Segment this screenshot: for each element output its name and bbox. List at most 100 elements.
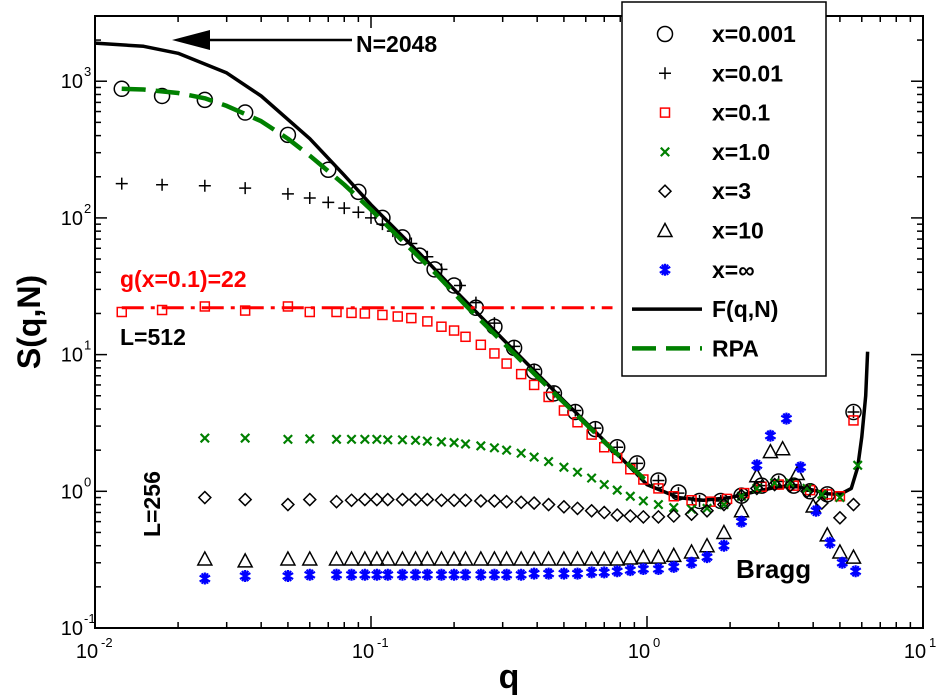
data-point	[345, 568, 358, 581]
legend-label: x=∞	[712, 257, 755, 283]
data-point	[636, 509, 651, 524]
data-point	[555, 550, 573, 566]
data-point	[571, 567, 584, 580]
data-point	[702, 503, 713, 514]
data-point	[849, 565, 862, 578]
data-point	[528, 567, 540, 580]
data-point	[845, 403, 862, 421]
data-point	[814, 496, 829, 511]
data-point	[434, 493, 449, 508]
data-point	[718, 539, 730, 552]
legend-swatch	[657, 184, 673, 199]
legend-item: x=1.0	[660, 139, 770, 165]
y-tick-label: 10	[61, 71, 83, 93]
data-point	[540, 550, 557, 566]
data-point	[304, 568, 316, 581]
data-point	[419, 550, 436, 566]
data-point	[834, 491, 846, 502]
data-point	[331, 434, 342, 445]
data-point	[458, 493, 473, 508]
legend-item: RPA	[632, 335, 759, 361]
data-point	[196, 550, 214, 566]
data-point	[445, 550, 463, 566]
g-value-label: g(x=0.1)=22	[120, 266, 247, 292]
data-point	[448, 325, 460, 336]
legend-item: x=0.1	[659, 100, 770, 126]
data-point	[282, 570, 294, 583]
data-point	[611, 565, 623, 578]
data-point	[197, 490, 212, 505]
data-point	[638, 474, 649, 485]
data-point	[608, 550, 626, 566]
data-point	[595, 550, 613, 566]
data-point	[836, 556, 849, 569]
legend-label: x=0.001	[712, 21, 796, 47]
data-point	[304, 306, 316, 318]
data-point	[449, 437, 460, 448]
data-point	[115, 177, 128, 190]
data-point	[767, 477, 782, 492]
y-tick-label: 10	[61, 618, 83, 640]
data-point	[198, 179, 211, 192]
data-point	[543, 456, 554, 467]
data-point	[489, 442, 500, 453]
data-point	[488, 568, 501, 581]
data-point	[651, 509, 666, 524]
data-point	[653, 483, 664, 494]
data-point	[698, 537, 716, 553]
data-point	[691, 492, 708, 510]
data-point	[733, 502, 750, 518]
data-point	[570, 501, 585, 516]
legend-swatch	[659, 67, 671, 80]
data-point	[343, 550, 360, 566]
data-point	[382, 568, 394, 581]
data-point	[527, 496, 542, 511]
data-point	[330, 568, 343, 581]
data-point	[508, 340, 521, 353]
data-point	[469, 296, 482, 309]
data-point	[357, 492, 372, 507]
data-point	[394, 229, 411, 246]
data-point	[653, 499, 664, 510]
data-point	[356, 550, 374, 566]
data-point	[846, 497, 861, 512]
x-tick-label-exponent: -2	[101, 635, 113, 650]
data-point	[650, 548, 667, 564]
data-point	[769, 478, 780, 488]
data-point	[501, 358, 512, 369]
tick-labels: 10 -2 10 -1 10 0 10 110 -110 010 110 210 3	[61, 64, 936, 663]
data-point	[665, 546, 683, 563]
data-point	[599, 479, 610, 490]
data-point	[637, 563, 650, 576]
data-point	[734, 488, 749, 503]
bragg-label: Bragg	[736, 554, 811, 584]
data-point	[668, 560, 680, 573]
data-point	[587, 420, 604, 438]
data-point	[834, 492, 845, 503]
data-point	[410, 435, 421, 446]
data-point	[279, 126, 297, 144]
data-point	[499, 494, 514, 509]
y-tick-label: 10	[61, 208, 83, 230]
data-point	[328, 550, 345, 566]
data-point	[749, 481, 764, 496]
data-point	[344, 493, 359, 508]
data-point	[635, 548, 652, 564]
data-point	[435, 568, 448, 581]
data-point	[583, 550, 600, 566]
x-tick-label-exponent: 0	[653, 635, 660, 650]
data-point	[359, 434, 370, 445]
data-point	[436, 321, 447, 332]
data-point	[380, 492, 395, 507]
data-point	[460, 331, 471, 343]
data-point	[420, 492, 435, 507]
data-point	[810, 504, 822, 517]
legend-swatch	[659, 263, 671, 276]
data-point	[475, 568, 487, 581]
data-point	[668, 502, 679, 513]
data-point	[475, 440, 486, 451]
data-point	[422, 436, 433, 447]
data-point	[525, 550, 543, 566]
legend-box	[621, 1, 827, 377]
